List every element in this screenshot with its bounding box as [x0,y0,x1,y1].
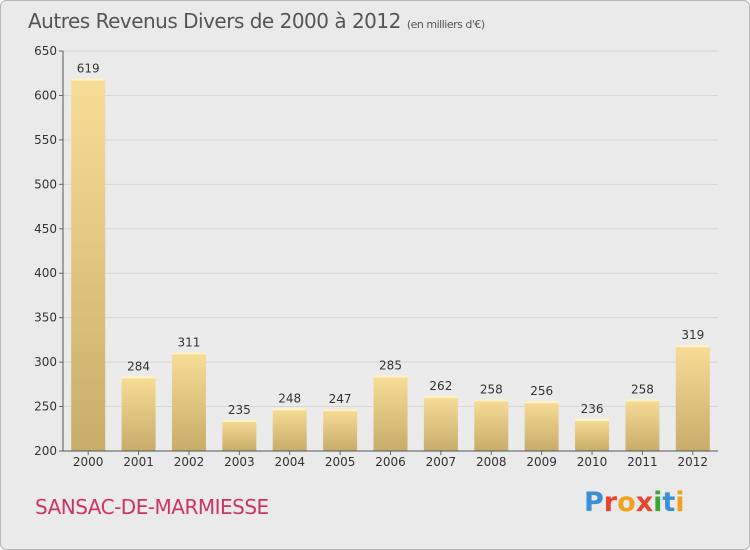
bar-2007 [423,395,458,451]
x-tick-label: 2009 [526,455,557,469]
data-label: 258 [480,382,503,396]
bar-highlight [323,409,358,412]
bar-highlight [222,419,257,422]
y-tick-label: 400 [34,266,57,280]
chart-title: Autres Revenus Divers de 2000 à 2012 (en … [28,9,485,33]
logo-letter: t [662,487,676,518]
x-tick-label: 2006 [375,455,406,469]
bar-2003 [222,419,257,451]
x-tick-label: 2002 [174,455,205,469]
bar-highlight [423,395,458,398]
x-tick-label: 2007 [426,455,457,469]
x-tick-label: 2000 [73,455,104,469]
data-label: 311 [178,335,201,349]
bar-highlight [575,419,610,421]
bar-highlight [373,375,408,378]
data-label: 619 [77,62,100,76]
x-tick-label: 2008 [476,455,507,469]
bar-highlight [474,399,509,402]
x-tick-label: 2012 [678,455,709,469]
logo-letter: i [653,487,663,518]
logo-letter: r [603,487,618,518]
bar-2006 [373,375,408,451]
bar-2004 [272,408,307,451]
bar-2000 [71,78,106,452]
bar-2012 [675,345,710,451]
y-tick-label: 550 [34,133,57,147]
data-label: 285 [379,358,402,372]
logo-letter: P [584,487,604,518]
logo-letter: x [635,487,654,518]
proxiti-logo: Proxiti [584,487,685,518]
logo-letter: i [675,487,685,518]
logo-letter: o [617,487,636,518]
y-tick-label: 650 [34,44,57,58]
x-tick-label: 2011 [627,455,658,469]
bar-layer: 619 284 311 235 248 247 285 262 258 256 236 258 319 [71,62,710,452]
y-tick-label: 200 [34,444,57,458]
axis-layer: 200 250 300 350 400 450 500 550 600 650 2000 2001 20… [34,44,718,469]
chart-title-text: Autres Revenus Divers de 2000 à 2012 [28,9,401,33]
x-tick-label: 2010 [577,455,608,469]
data-label: 247 [329,392,352,406]
y-tick-label: 600 [34,88,57,102]
x-tick-label: 2004 [274,455,305,469]
bar-highlight [71,78,106,81]
data-label: 256 [530,384,553,398]
bar-2002 [171,352,206,451]
y-tick-label: 300 [34,355,57,369]
bar-highlight [121,376,156,379]
bar-2008 [474,399,509,451]
chart-subtitle: (en milliers d'€) [406,18,485,31]
bar-2010 [575,419,610,451]
bar-2009 [524,401,559,451]
y-tick-label: 500 [34,177,57,191]
data-label: 284 [127,359,150,373]
data-label: 235 [228,403,251,417]
x-tick-label: 2005 [325,455,356,469]
bar-2011 [625,399,660,451]
bar-highlight [272,408,307,411]
data-label: 236 [581,402,604,416]
y-tick-label: 450 [34,222,57,236]
y-tick-label: 350 [34,311,57,325]
data-label: 319 [681,328,704,342]
bar-highlight [625,399,660,402]
x-tick-label: 2003 [224,455,255,469]
bar-highlight [675,345,710,348]
data-label: 262 [429,379,452,393]
data-label: 248 [278,391,301,405]
y-tick-label: 250 [34,400,57,414]
bar-2005 [323,409,358,451]
bar-highlight [524,401,559,404]
data-label: 258 [631,382,654,396]
bar-2001 [121,376,156,451]
commune-name: SANSAC-DE-MARMIESSE [35,495,269,519]
bar-highlight [171,352,206,355]
x-tick-label: 2001 [123,455,154,469]
